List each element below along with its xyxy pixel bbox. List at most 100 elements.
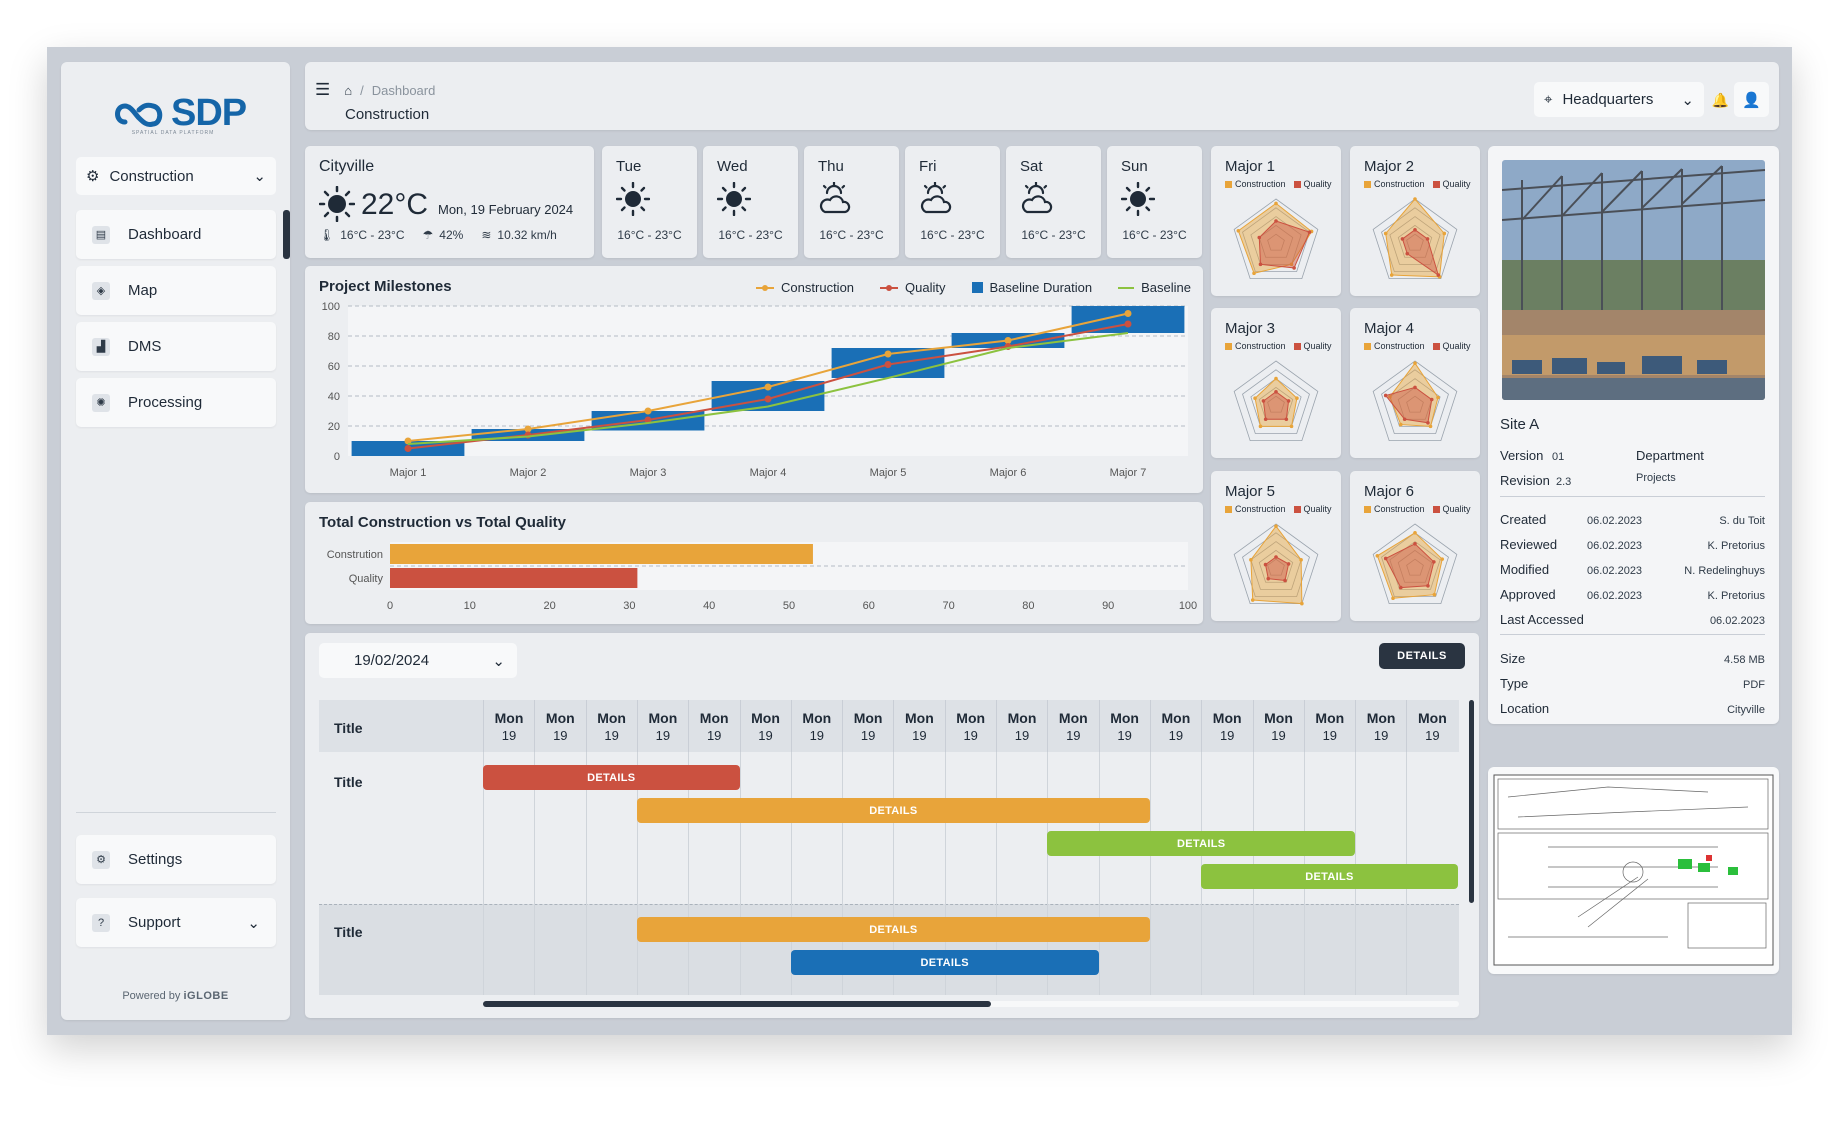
powered-by: Powered by iGLOBE <box>61 990 290 1002</box>
gantt-task-bar[interactable]: DETAILS <box>636 917 1150 942</box>
settings-button[interactable]: ⚙ Settings <box>76 835 276 884</box>
radar-quality-area-point <box>1263 562 1268 567</box>
user-icon[interactable]: 👤 <box>1734 82 1769 117</box>
radar-legend: Construction Quality <box>1364 179 1471 189</box>
radar-legend: Construction Quality <box>1364 341 1471 351</box>
gantt-task-bar[interactable]: DETAILS <box>1047 831 1356 856</box>
date-select[interactable]: 19/02/2024 ⌄ <box>319 643 517 678</box>
day-number: 19 <box>963 728 978 743</box>
radar-grid-ring <box>1258 224 1294 258</box>
radar-grid-ring <box>1372 198 1458 279</box>
radar-card: Major 6 Construction Quality <box>1350 471 1480 621</box>
history-date: 06.02.2023 <box>1587 565 1643 577</box>
horizontal-scrollbar[interactable] <box>483 1001 991 1007</box>
radar-construction-area-point <box>1440 557 1445 561</box>
sidebar: SDP SPATIAL DATA PLATFORM ⚙ Construction… <box>61 62 290 1020</box>
legend-construction[interactable]: Construction <box>756 280 854 295</box>
radar-chart <box>1233 198 1319 279</box>
legend-label: Construction <box>1235 504 1286 514</box>
radar-grid-ring <box>1381 369 1449 434</box>
sidebar-item-label: Map <box>128 282 158 299</box>
gantt-task-bar[interactable]: DETAILS <box>1201 864 1458 889</box>
day-number: 19 <box>1219 728 1235 743</box>
radar-grid-ring <box>1267 233 1285 251</box>
site-photo[interactable] <box>1502 160 1765 400</box>
radar-legend-quality: Quality <box>1432 341 1471 351</box>
sidebar-item-label: Processing <box>128 394 203 411</box>
home-icon[interactable]: ⌂ <box>344 82 353 98</box>
sidebar-item-processing[interactable]: ✺ Processing <box>76 378 276 427</box>
location-pin-icon: ⌖ <box>1544 91 1553 108</box>
hamburger-menu-icon[interactable]: ☰ <box>315 80 331 99</box>
legend-baseline-duration[interactable]: Baseline Duration <box>971 280 1092 295</box>
day-label: Mon <box>1110 710 1139 726</box>
gantt-task-bar[interactable]: DETAILS <box>790 950 1099 975</box>
radar-construction-area-point <box>1252 271 1256 276</box>
sidebar-item-map[interactable]: ◈ Map <box>76 266 276 315</box>
legend-label: Quality <box>1303 341 1332 351</box>
gantt-task-bar[interactable]: DETAILS <box>483 765 740 790</box>
radar-legend-construction: Construction <box>1364 179 1425 189</box>
radar-quality-area-point <box>1398 585 1403 590</box>
y-tick-label: 40 <box>328 391 340 403</box>
radar-construction-area <box>1385 198 1445 278</box>
radar-legend: Construction Quality <box>1364 504 1471 514</box>
day-column-header: Mon 19 <box>534 700 585 752</box>
day-temperature-range: 16°C - 23°C <box>1021 228 1086 242</box>
data-point-quality <box>884 361 892 368</box>
x-tick-label: 80 <box>1022 600 1034 612</box>
construction-vs-quality-card: Total Construction vs Total Quality Cons… <box>305 502 1203 624</box>
location-select[interactable]: ⌖ Headquarters ⌄ <box>1534 82 1704 117</box>
legend-box-marker <box>1432 342 1440 350</box>
breadcrumb-current[interactable]: Dashboard <box>371 82 436 98</box>
revision-label: Revision <box>1500 473 1550 488</box>
site-plan-thumbnail[interactable] <box>1488 767 1779 974</box>
day-number: 19 <box>860 728 876 743</box>
legend-quality[interactable]: Quality <box>880 280 946 295</box>
sidebar-item-dashboard[interactable]: ▤ Dashboard <box>76 210 276 259</box>
legend-label: Quality <box>1442 179 1471 189</box>
radar-construction-area-point <box>1274 201 1278 206</box>
sidebar-item-dms[interactable]: ▟ DMS <box>76 322 276 371</box>
radar-chart <box>1372 523 1458 604</box>
day-column-header: Mon 19 <box>483 700 534 752</box>
meta-label: Type <box>1500 676 1529 691</box>
radar-card: Major 2 Construction Quality <box>1350 146 1480 296</box>
legend-baseline[interactable]: Baseline <box>1118 280 1191 295</box>
radar-construction-area-point <box>1289 424 1294 429</box>
chevron-down-icon: ⌄ <box>247 914 260 932</box>
day-column-header: Mon 19 <box>1149 700 1201 752</box>
radar-chart <box>1372 360 1458 441</box>
radar-grid-ring <box>1242 532 1310 597</box>
y-tick-label: 80 <box>328 331 340 343</box>
radar-title: Major 1 <box>1225 158 1276 175</box>
radar-construction-area-point <box>1413 531 1417 535</box>
radar-quality-area-point <box>1400 237 1405 241</box>
chart-title: Total Construction vs Total Quality <box>319 514 566 531</box>
sidebar-item-label: DMS <box>128 338 162 355</box>
radar-quality-area <box>1264 556 1290 582</box>
radar-title: Major 4 <box>1364 320 1415 337</box>
weather-today: Cityville 22°C Mon, 19 February 2024 🌡 16… <box>305 146 594 258</box>
radar-construction-area-point <box>1295 396 1299 401</box>
bell-icon[interactable]: 🔔 <box>1711 92 1729 108</box>
day-column-header: Mon 19 <box>1406 700 1457 752</box>
day-label: Mon <box>1161 710 1191 726</box>
column-gridline <box>483 752 484 995</box>
data-point-construction <box>764 383 772 391</box>
project-select[interactable]: ⚙ Construction ⌄ <box>76 157 276 195</box>
column-gridline <box>842 752 844 995</box>
legend-line-marker <box>756 284 775 291</box>
project-select-label: Construction <box>109 167 194 185</box>
support-button[interactable]: ? Support ⌄ <box>76 898 276 947</box>
location-select-label: Headquarters <box>1562 91 1654 108</box>
details-button[interactable]: DETAILS <box>1379 643 1465 669</box>
vertical-scrollbar[interactable] <box>1469 700 1474 903</box>
legend-label: Construction <box>1235 341 1286 351</box>
data-point-construction <box>644 407 652 415</box>
sun-icon <box>616 182 650 216</box>
day-label: Mon <box>853 710 883 726</box>
gantt-task-bar[interactable]: DETAILS <box>636 798 1150 823</box>
column-gridline <box>1098 752 1100 995</box>
history-person: 06.02.2023 <box>1709 615 1765 627</box>
